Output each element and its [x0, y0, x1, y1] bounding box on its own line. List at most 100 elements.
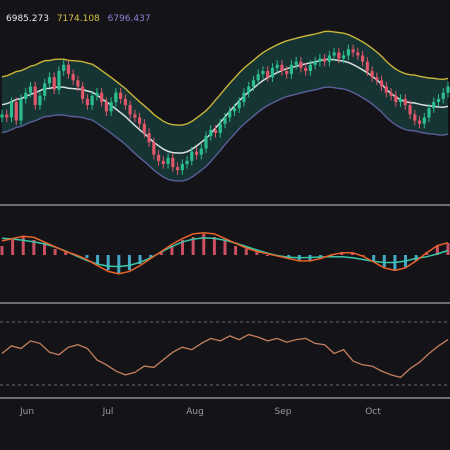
candle-body — [275, 64, 279, 68]
candle-body — [375, 77, 379, 81]
macd-histogram-bar — [382, 255, 386, 267]
candle-body — [180, 164, 184, 171]
macd-histogram-bar — [106, 255, 110, 270]
candle-body — [95, 92, 99, 96]
candle-body — [346, 49, 350, 56]
macd-histogram-bar — [350, 252, 354, 255]
candle-body — [76, 80, 80, 87]
candle-body — [389, 92, 393, 96]
candle-body — [71, 74, 75, 81]
candle-body — [0, 114, 4, 118]
macd-histogram-bar — [53, 249, 57, 255]
candle-body — [128, 105, 132, 115]
candle-body — [62, 64, 66, 71]
candle-body — [57, 71, 61, 90]
candle-body — [114, 92, 118, 102]
candle-body — [100, 92, 104, 102]
candle-body — [251, 80, 256, 87]
x-tick-label: Aug — [186, 407, 204, 417]
x-tick-label: Oct — [365, 407, 381, 417]
macd-histogram-bar — [127, 255, 131, 270]
macd-histogram-bar — [202, 234, 206, 255]
candle-body — [379, 80, 384, 87]
macd-histogram-bar — [212, 237, 216, 255]
upper-band-line — [1, 30, 449, 126]
candle-body — [365, 61, 369, 71]
candle-body — [441, 92, 445, 99]
candle-body — [213, 129, 218, 133]
legend-upper-value: 7174.108 — [56, 14, 100, 24]
candle-body — [294, 61, 298, 65]
candle-body — [398, 98, 403, 102]
macd-histogram-bar — [159, 252, 163, 255]
candle-body — [123, 98, 127, 106]
macd-histogram-bar — [265, 255, 269, 256]
candle-body — [90, 95, 94, 106]
macd-histogram-bar — [340, 252, 344, 255]
candle-body — [384, 86, 388, 93]
macd-histogram-bar — [11, 240, 15, 255]
macd-histogram-bar — [446, 243, 450, 255]
candle-body — [337, 52, 341, 59]
candle-body — [185, 160, 189, 164]
candle-body — [342, 55, 346, 59]
candle-body — [318, 58, 322, 62]
macd-histogram-bar — [32, 240, 36, 255]
x-tick-label: Sep — [275, 407, 292, 417]
candle-body — [270, 67, 275, 78]
candle-body — [313, 61, 317, 65]
candle-body — [256, 74, 260, 81]
candle-body — [261, 71, 265, 75]
candle-body — [370, 71, 374, 78]
macd-histogram-bar — [0, 246, 4, 255]
candle-body — [199, 148, 203, 155]
candle-body — [413, 114, 417, 121]
macd-histogram-bar — [191, 237, 195, 255]
candle-body — [308, 64, 313, 71]
candle-body — [137, 117, 142, 124]
candle-body — [403, 98, 407, 106]
candle-body — [422, 117, 426, 124]
candle-body — [228, 111, 232, 118]
macd-histogram-bar — [372, 255, 376, 261]
candle-body — [218, 123, 222, 133]
candle-body — [360, 55, 365, 62]
candle-body — [109, 102, 113, 112]
candle-body — [85, 98, 90, 106]
candle-body — [166, 157, 170, 164]
x-tick-label: Jun — [19, 407, 34, 417]
candle-body — [417, 120, 422, 124]
candle-body — [436, 98, 441, 102]
candle-body — [147, 133, 151, 143]
macd-histogram-bar — [223, 240, 227, 255]
candle-body — [237, 102, 241, 109]
candle-body — [351, 49, 355, 53]
macd-histogram-bar — [96, 255, 100, 264]
candle-body — [242, 92, 246, 102]
rsi-pane — [0, 321, 450, 386]
candle-body — [247, 86, 251, 93]
candle-body — [38, 95, 42, 106]
candle-body — [5, 114, 9, 118]
oscillator-line — [1, 333, 449, 379]
candle-body — [14, 102, 18, 121]
candle-body — [28, 86, 33, 93]
candle-body — [171, 157, 175, 168]
macd-histogram-bar — [85, 255, 89, 258]
macd-histogram-bar — [21, 237, 25, 255]
candle-body — [24, 92, 28, 99]
candle-body — [175, 167, 180, 171]
candle-body — [66, 64, 71, 75]
macd-pane — [0, 231, 450, 275]
candle-body — [161, 160, 165, 164]
candle-body — [81, 86, 85, 99]
candle-body — [152, 142, 156, 155]
candle-body — [285, 71, 289, 75]
candle-body — [446, 86, 450, 93]
macd-line — [1, 231, 449, 275]
candle-body — [104, 102, 108, 112]
candle-body — [19, 98, 23, 121]
candlestick-pane — [0, 30, 450, 182]
candle-body — [327, 55, 331, 62]
